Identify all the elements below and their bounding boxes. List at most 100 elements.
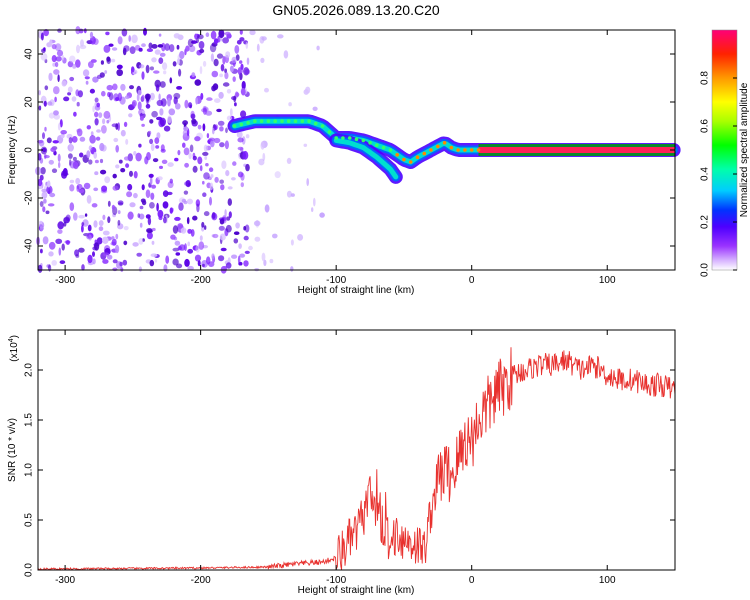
colorbar-tick-label: 0.8 (700, 71, 711, 85)
noise-blob (204, 225, 207, 230)
noise-blob (235, 222, 240, 229)
colorbar: 0.0 0.2 0.4 0.6 0.8 Normalized spectral ampl… (700, 29, 750, 277)
noise-blob (82, 69, 90, 77)
ridge-peak (429, 148, 433, 152)
noise-blob (187, 38, 194, 48)
noise-blob (243, 235, 249, 241)
noise-blob (218, 225, 225, 231)
noise-blob (239, 60, 243, 64)
noise-blob (84, 76, 90, 80)
noise-blob (81, 222, 85, 226)
noise-blob (93, 151, 97, 159)
noise-blob (205, 32, 210, 37)
noise-blob (141, 184, 145, 191)
noise-blob (78, 214, 85, 219)
noise-blob (47, 203, 55, 207)
noise-blob (187, 265, 194, 271)
noise-blob (54, 43, 62, 52)
noise-blob (191, 72, 196, 78)
noise-blob (57, 28, 62, 33)
ridge-peak (375, 143, 379, 147)
noise-blob (260, 141, 265, 150)
noise-blob (73, 212, 78, 221)
noise-blob (224, 68, 228, 74)
noise-blob (115, 123, 119, 130)
noise-blob (96, 102, 100, 108)
noise-blob (246, 57, 250, 65)
noise-blob (42, 206, 46, 213)
noise-blob (227, 186, 233, 190)
noise-blob (144, 93, 151, 100)
noise-blob (88, 145, 93, 151)
noise-blob (173, 33, 181, 39)
noise-blob (158, 215, 163, 221)
noise-blob (54, 96, 57, 103)
noise-blob (262, 152, 266, 162)
snr-y-axis-label: SNR (10 * v/v) (7, 418, 18, 482)
noise-blob (128, 35, 131, 42)
noise-blob (204, 156, 208, 160)
noise-blob (150, 192, 155, 200)
noise-blob (37, 185, 43, 190)
noise-blob (225, 51, 231, 58)
noise-blob (219, 73, 224, 78)
noise-blob (211, 70, 219, 78)
noise-blob (39, 201, 44, 207)
noise-blob (290, 193, 295, 197)
noise-blob (231, 177, 236, 181)
noise-blob (220, 184, 225, 191)
noise-blob (146, 232, 153, 240)
ridge-peak (469, 148, 474, 152)
ridge-peak (334, 136, 339, 140)
noise-blob (112, 185, 119, 191)
noise-blob (116, 64, 123, 70)
noise-blob (161, 159, 168, 164)
noise-blob (48, 112, 55, 119)
noise-blob (68, 153, 73, 159)
noise-blob (297, 234, 304, 241)
noise-blob (139, 116, 144, 121)
noise-blob (115, 244, 120, 254)
noise-blob (225, 170, 230, 177)
ridge-peak (327, 130, 332, 134)
snr-x-tick-label: 0 (469, 575, 475, 586)
noise-blob (93, 220, 98, 228)
noise-blob (94, 118, 99, 126)
noise-blob (249, 29, 256, 36)
noise-blob (92, 251, 95, 257)
noise-blob (264, 87, 269, 93)
noise-blob (57, 74, 60, 82)
noise-blob (101, 125, 107, 134)
noise-blob (43, 28, 49, 37)
noise-blob (145, 189, 151, 198)
noise-blob (76, 183, 83, 190)
noise-blob (129, 85, 134, 90)
noise-blob (61, 55, 65, 61)
noise-blob (316, 45, 320, 51)
noise-blob (189, 104, 192, 109)
noise-blob (78, 188, 85, 194)
noise-blob (53, 86, 60, 95)
noise-blob (93, 187, 99, 192)
noise-blob (159, 52, 166, 57)
noise-blob (183, 190, 189, 195)
noise-blob (75, 89, 80, 97)
noise-blob (90, 59, 97, 63)
noise-blob (69, 55, 76, 63)
noise-blob (226, 89, 232, 94)
noise-blob (312, 106, 318, 112)
noise-blob (117, 122, 120, 131)
ridge-peak (354, 137, 359, 141)
noise-blob (111, 47, 118, 51)
noise-blob (229, 65, 234, 73)
noise-blob (237, 255, 241, 264)
noise-blob (38, 90, 41, 96)
noise-blob (112, 267, 118, 272)
noise-blob (239, 29, 243, 35)
ridge-peak (293, 119, 298, 123)
noise-blob (115, 233, 119, 240)
noise-blob (245, 134, 250, 139)
noise-blob (222, 55, 226, 65)
noise-blob (218, 217, 225, 221)
noise-blob (53, 69, 60, 75)
